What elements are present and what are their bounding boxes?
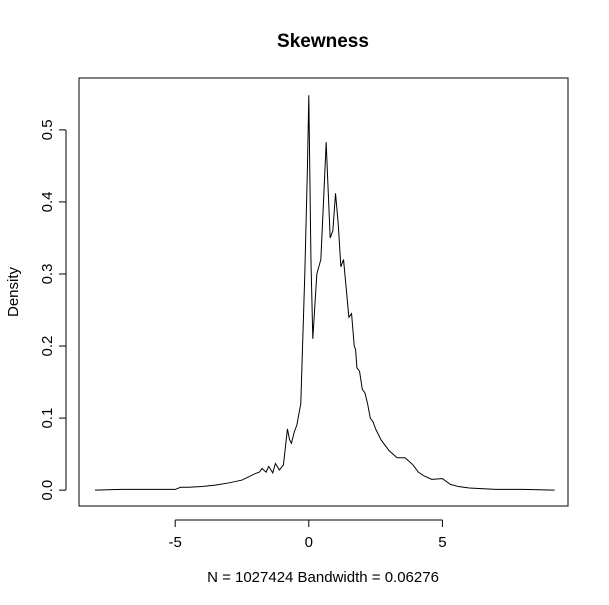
x-tick-label: 0 [305,534,313,551]
y-axis: 0.0 0.1 0.2 0.3 0.4 0.5 [39,119,67,501]
y-tick-label: 0.2 [39,336,56,357]
x-axis-label: N = 1027424 Bandwidth = 0.06276 [207,569,439,586]
y-tick-label: 0.4 [39,192,56,213]
y-tick-label: 0.5 [39,119,56,140]
x-tick-label: 5 [438,534,446,551]
x-axis: -5 0 5 [169,519,447,551]
y-tick-label: 0.0 [39,480,56,501]
y-axis-label: Density [5,266,22,317]
x-tick-label: -5 [169,534,182,551]
plot-frame [78,77,569,507]
y-tick-label: 0.1 [39,408,56,429]
density-line [95,95,555,491]
chart-title: Skewness [277,31,369,52]
y-tick-label: 0.3 [39,264,56,285]
